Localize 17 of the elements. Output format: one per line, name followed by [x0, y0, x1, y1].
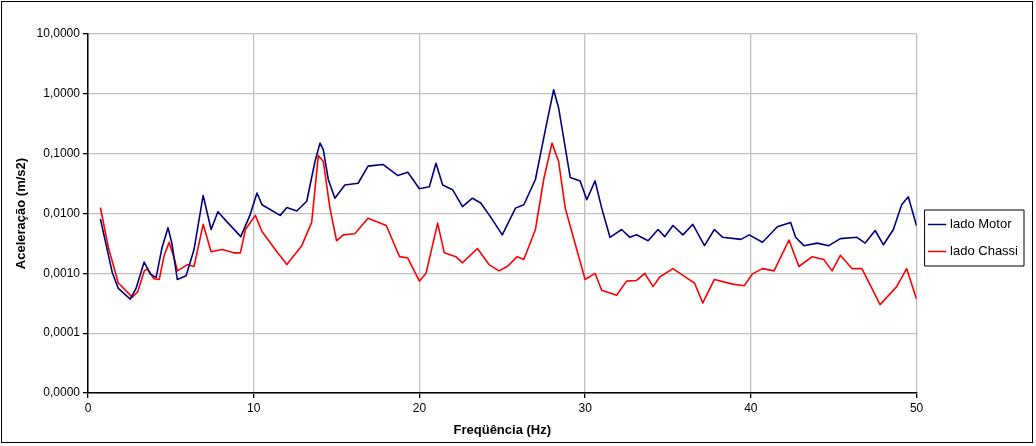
x-tick-label: 10 — [247, 400, 261, 415]
x-tick-label: 30 — [578, 400, 593, 415]
x-tick-label: 0 — [84, 400, 92, 415]
y-tick-label: 0,0001 — [43, 325, 81, 340]
x-axis-title: Freqüência (Hz) — [453, 421, 552, 437]
y-axis-title: Aceleração (m/s2) — [13, 157, 29, 270]
y-tick-label: 0,0000 — [43, 385, 81, 400]
x-tick-label: 40 — [744, 400, 758, 415]
y-tick-label: 1,0000 — [43, 86, 81, 101]
legend-label: lado Chassi — [950, 243, 1019, 259]
legend-label: lado Motor — [950, 216, 1013, 232]
y-tick-label: 0,0010 — [43, 265, 81, 280]
y-tick-label: 10,0000 — [36, 26, 81, 41]
y-tick-label: 0,1000 — [43, 145, 81, 160]
x-tick-label: 50 — [909, 400, 924, 415]
x-tick-label: 20 — [412, 400, 427, 415]
y-tick-label: 0,0100 — [43, 205, 81, 220]
